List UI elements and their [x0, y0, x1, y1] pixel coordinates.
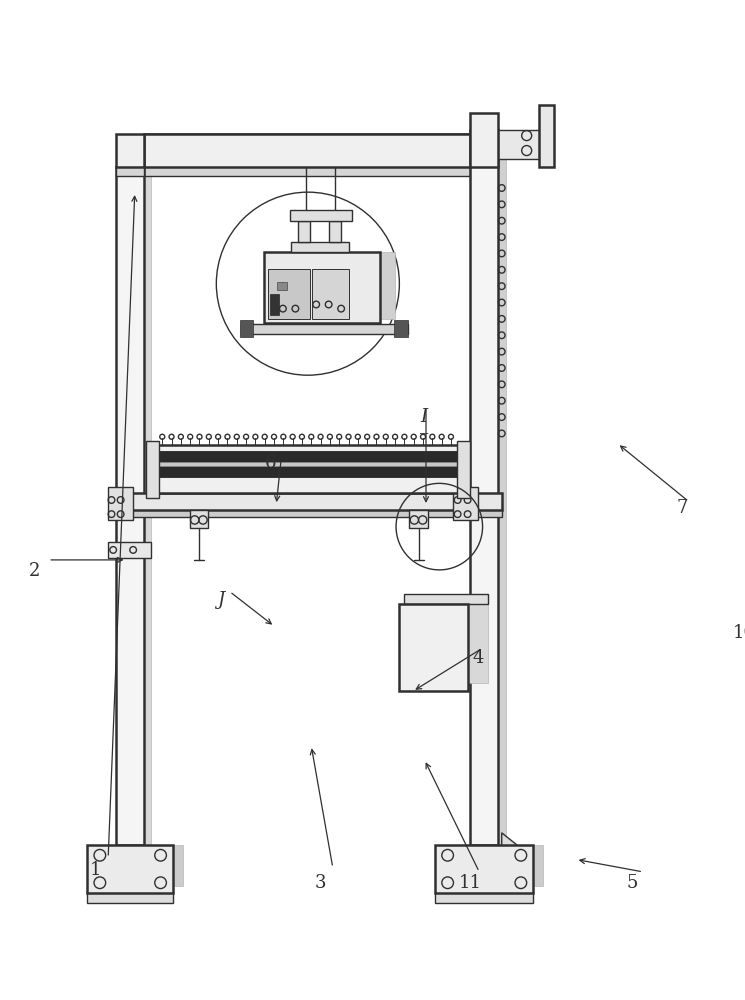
Bar [144, 167, 150, 845]
Text: _: _ [420, 417, 428, 434]
Text: 11: 11 [459, 874, 481, 892]
Text: 10: 10 [733, 624, 745, 642]
Bar [152, 445, 463, 493]
Bar [435, 891, 533, 903]
Bar [539, 105, 554, 167]
Bar [241, 324, 408, 334]
Text: 6: 6 [264, 454, 276, 472]
Text: 2: 2 [29, 562, 41, 580]
Bar [116, 134, 144, 167]
Bar [277, 282, 287, 290]
Text: 3: 3 [314, 874, 326, 892]
Bar [190, 510, 208, 528]
Bar [156, 466, 459, 477]
Bar [116, 167, 144, 845]
Bar [454, 487, 478, 520]
Bar [270, 294, 279, 315]
Text: I: I [421, 408, 428, 426]
Bar [290, 210, 352, 221]
Bar [409, 510, 428, 528]
Bar [468, 604, 489, 683]
Bar [240, 320, 253, 337]
Bar [312, 269, 349, 319]
Text: 7: 7 [676, 499, 688, 517]
Bar [112, 493, 501, 510]
Bar [470, 113, 498, 167]
Bar [173, 845, 183, 886]
Text: J: J [217, 591, 224, 609]
Bar [399, 604, 468, 691]
Bar [156, 451, 459, 462]
Bar [298, 221, 309, 242]
Text: 1: 1 [90, 861, 101, 879]
Bar [380, 252, 395, 319]
Bar [329, 221, 341, 242]
Bar [108, 542, 150, 558]
Bar [112, 508, 501, 517]
Polygon shape [501, 833, 522, 849]
Bar [291, 242, 349, 252]
Bar [116, 166, 144, 176]
Bar [394, 320, 408, 337]
Bar [87, 891, 173, 903]
Bar [435, 845, 533, 893]
Bar [144, 166, 470, 176]
Text: 5: 5 [627, 874, 638, 892]
Bar [533, 845, 543, 886]
Bar [145, 441, 159, 498]
Bar [470, 130, 498, 845]
Bar [156, 462, 459, 466]
Bar [87, 845, 173, 893]
Bar [457, 441, 470, 498]
Bar [144, 134, 470, 167]
Bar [498, 130, 506, 845]
Bar [108, 487, 133, 520]
Bar [498, 130, 551, 159]
Text: 4: 4 [473, 649, 484, 667]
Bar [404, 594, 489, 604]
Bar [264, 252, 380, 323]
Bar [268, 269, 309, 319]
